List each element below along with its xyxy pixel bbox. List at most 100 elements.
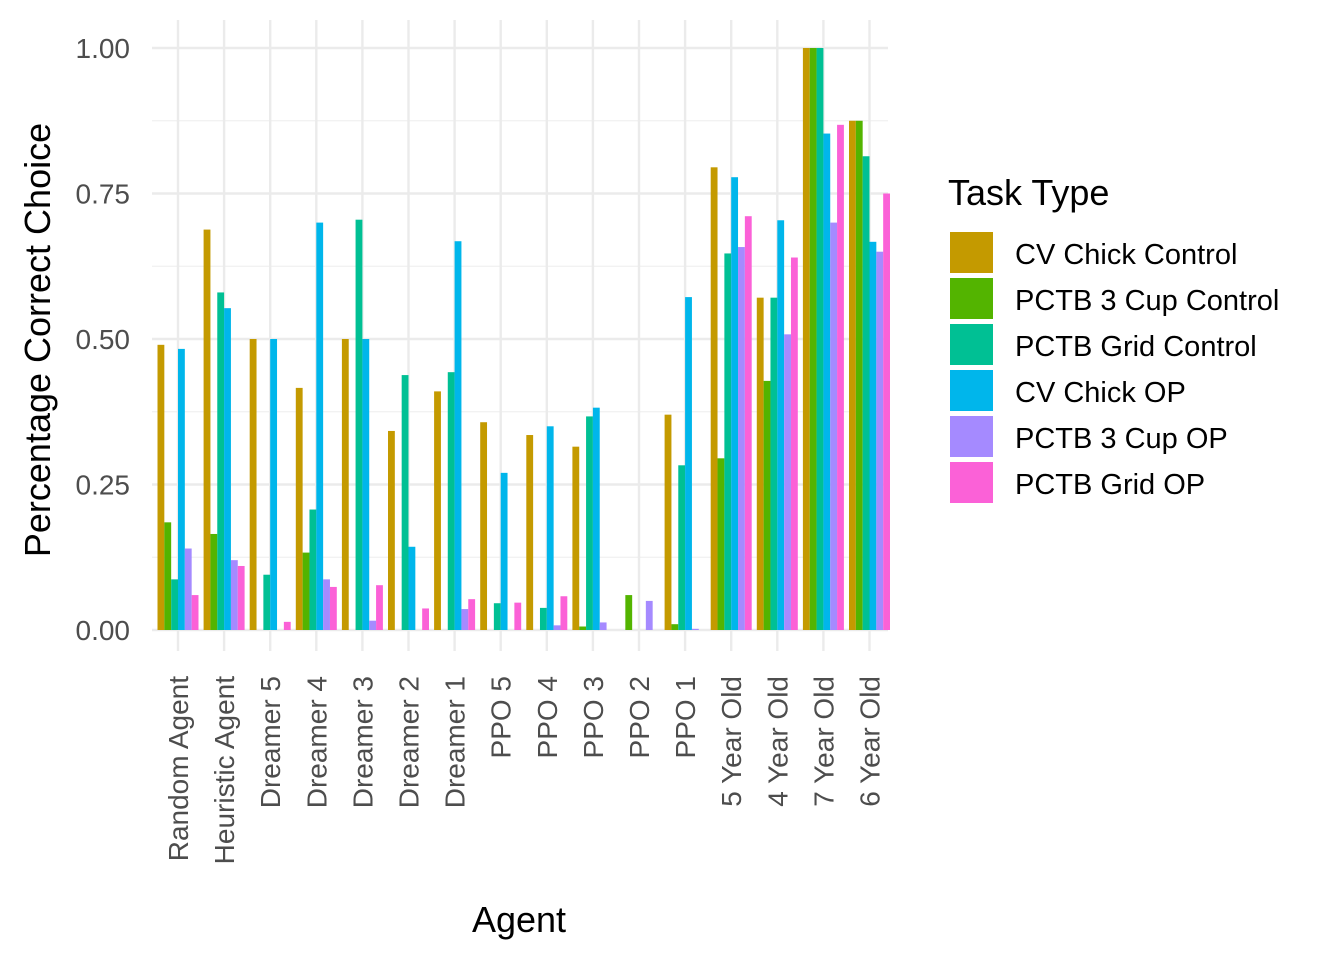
legend-label: CV Chick Control (1015, 239, 1237, 271)
bar-pctb-grid-control (678, 465, 686, 630)
bar-cv-chick-op (316, 222, 324, 630)
bar-pctb-grid-op (329, 586, 337, 630)
bar-pctb-grid-control (586, 416, 593, 630)
bar-pctb-grid-op (191, 595, 199, 630)
bar-pctb-grid-control (493, 603, 501, 630)
bar-pctb-3-cup-control (855, 120, 863, 630)
bar-pctb-3-cup-op (553, 625, 561, 630)
bar-pctb-3-cup-op (184, 548, 192, 630)
legend-key-pctb-grid-control (950, 324, 993, 365)
bar-pctb-3-cup-control (625, 595, 633, 630)
legend-label: PCTB 3 Cup OP (1015, 423, 1228, 455)
bar-cv-chick-op (178, 348, 185, 630)
x-tick-label: PPO 1 (670, 676, 701, 758)
bar-pctb-3-cup-control (717, 458, 725, 630)
bar-cv-chick-control (480, 422, 488, 630)
bar-cv-chick-control (664, 414, 672, 630)
bar-cv-chick-control (710, 167, 718, 630)
x-axis: Random Agent Heuristic Agent Dreamer 5 Drea… (163, 676, 886, 865)
bar-pctb-3-cup-control (671, 624, 679, 630)
bar-cv-chick-op (270, 339, 278, 630)
legend-label: CV Chick OP (1015, 377, 1186, 409)
x-tick-label: Dreamer 2 (394, 676, 425, 808)
y-tick-label: 0.50 (76, 324, 131, 355)
legend-key-pctb-grid-op (950, 462, 993, 503)
legend-key-cv-chick-op (950, 370, 993, 411)
x-tick-label: PPO 5 (486, 676, 517, 758)
x-tick-label: PPO 2 (624, 676, 655, 758)
x-tick-label: Dreamer 1 (440, 676, 471, 808)
bar-pctb-grid-control (724, 253, 732, 631)
bar-pctb-3-cup-control (763, 380, 771, 630)
legend-key-pctb-3-cup-control (950, 278, 993, 319)
bar-pctb-grid-control (263, 574, 271, 630)
bar-pctb-3-cup-control (809, 48, 817, 630)
x-tick-label: Dreamer 3 (347, 676, 378, 808)
bar-cv-chick-op (408, 546, 416, 630)
bar-pctb-3-cup-op (691, 628, 699, 630)
bar-cv-chick-control (157, 344, 165, 630)
bar-cv-chick-control (295, 387, 303, 630)
y-axis-title: Percentage Correct Choice (17, 123, 58, 557)
bar-pctb-3-cup-control (579, 626, 587, 630)
bar-cv-chick-op (224, 308, 231, 630)
y-tick-label: 0.25 (76, 470, 131, 501)
bar-pctb-grid-control (539, 607, 547, 630)
bar-pctb-3-cup-op (645, 600, 653, 630)
bar-pctb-3-cup-op (599, 622, 607, 630)
bar-cv-chick-control (526, 435, 534, 630)
bar-cv-chick-control (203, 229, 211, 631)
bar-cv-chick-op (731, 177, 739, 631)
bar-pctb-grid-op (790, 257, 798, 630)
bar-pctb-grid-op (560, 596, 568, 630)
bar-cv-chick-control (849, 120, 856, 630)
bar-cv-chick-op (685, 297, 692, 630)
bar-pctb-grid-control (862, 156, 870, 630)
bar-pctb-grid-op (237, 565, 245, 630)
bar-cv-chick-control (572, 446, 580, 630)
legend-label: PCTB 3 Cup Control (1015, 285, 1279, 317)
x-axis-title: Agent (472, 899, 566, 940)
bar-cv-chick-op (869, 241, 877, 630)
bar-pctb-3-cup-op (230, 560, 238, 630)
bar-cv-chick-op (454, 241, 462, 630)
bar-pctb-grid-control (355, 219, 363, 630)
bar-pctb-3-cup-op (738, 247, 745, 630)
legend-key-pctb-3-cup-op (950, 416, 993, 457)
bar-cv-chick-control (388, 430, 395, 630)
bar-pctb-grid-op (883, 193, 890, 630)
legend-title: Task Type (948, 172, 1109, 213)
bar-pctb-grid-op (376, 585, 383, 630)
x-tick-label: Heuristic Agent (209, 676, 240, 865)
x-tick-label: 7 Year Old (808, 676, 839, 807)
bar-pctb-3-cup-control (210, 533, 218, 630)
x-tick-label: Dreamer 5 (255, 676, 286, 808)
bar-pctb-grid-op (837, 124, 844, 630)
x-tick-label: PPO 3 (578, 676, 609, 758)
bar-pctb-grid-op (283, 621, 291, 630)
x-tick-label: Dreamer 4 (301, 676, 332, 808)
bar-cv-chick-control (341, 339, 349, 630)
bar-cv-chick-op (777, 220, 785, 630)
bar-cv-chick-op (823, 133, 831, 630)
bar-pctb-grid-control (447, 372, 455, 630)
bar-cv-chick-control (802, 48, 810, 630)
bar-cv-chick-control (756, 297, 764, 630)
bar-pctb-grid-control (309, 509, 317, 630)
bar-pctb-grid-control (401, 375, 409, 630)
x-tick-label: Random Agent (163, 676, 194, 861)
bar-pctb-grid-control (770, 297, 778, 630)
bar-pctb-grid-op (468, 599, 476, 630)
y-axis: 0.00 0.25 0.50 0.75 1.00 (76, 33, 131, 646)
y-tick-label: 0.75 (76, 179, 131, 210)
bar-pctb-grid-control (217, 292, 225, 630)
bar-pctb-3-cup-control (164, 522, 172, 630)
bar-cv-chick-op (362, 339, 370, 630)
bar-pctb-3-cup-op (876, 251, 884, 630)
bar-pctb-3-cup-op (461, 609, 469, 630)
bar-pctb-3-cup-op (323, 579, 330, 630)
bars (157, 48, 890, 631)
bar-cv-chick-op (546, 426, 554, 630)
bar-pctb-grid-op (514, 602, 522, 630)
